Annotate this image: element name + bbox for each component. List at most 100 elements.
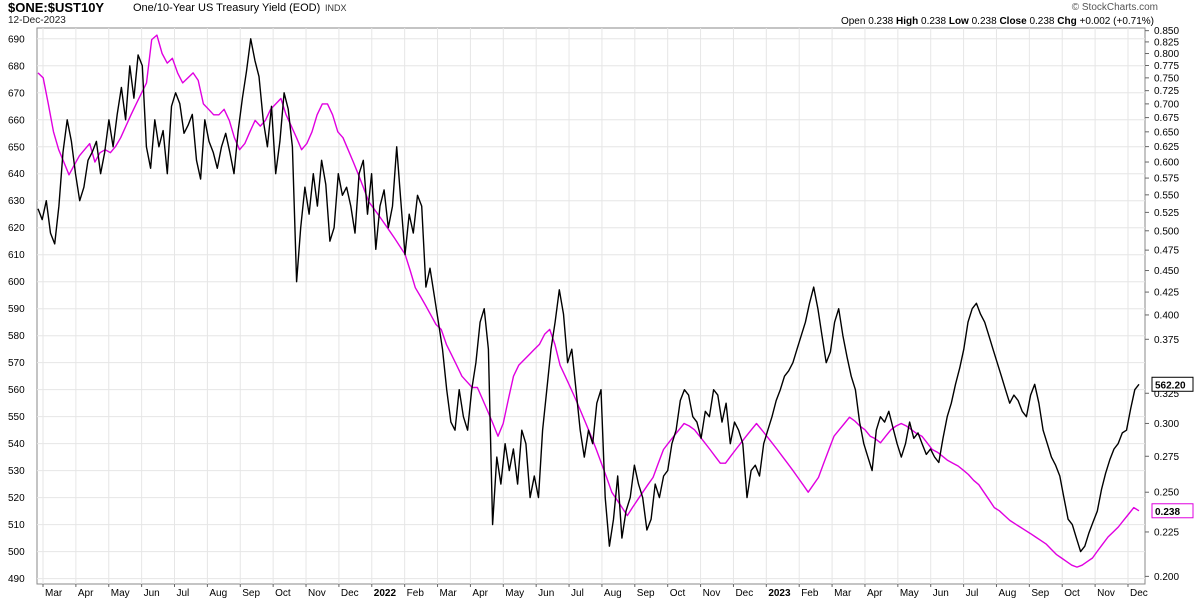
right-tick-label: 0.750 [1154,73,1179,84]
right-tick-label: 0.225 [1154,527,1179,538]
right-axis: 0.200 0.225 0.250 0.275 0.300 0.325 0.375 0.400… [1145,26,1179,583]
x-tick-label: Oct [1064,588,1080,599]
left-tick-label: 510 [8,520,25,531]
right-tick-label: 0.575 [1154,174,1179,185]
last-value-labels: 562.20 0.238 [1151,376,1194,519]
x-tick-label: May [900,588,919,599]
left-tick-label: 560 [8,385,25,396]
x-tick-label: Jun [144,588,160,599]
left-tick-label: 670 [8,88,25,99]
chg-label: Chg [1057,16,1077,27]
left-tick-label: 690 [8,34,25,45]
right-tick-label: 0.775 [1154,61,1179,72]
close-label: Close [999,16,1027,27]
x-tick-label: Mar [440,588,458,599]
x-tick-label: Jun [933,588,949,599]
left-tick-label: 620 [8,223,25,234]
x-tick-label: Apr [867,588,883,599]
left-tick-label: 550 [8,412,25,423]
x-tick-label: Sep [637,588,655,599]
x-tick-label: Aug [604,588,622,599]
right-tick-label: 0.325 [1154,389,1179,400]
left-tick-label: 590 [8,304,25,315]
x-tick-label: May [505,588,524,599]
x-tick-label: Jul [966,588,979,599]
right-tick-label: 0.675 [1154,113,1179,124]
x-tick-label: Feb [407,588,425,599]
x-tick-label: Mar [45,588,63,599]
right-tick-label: 0.825 [1154,37,1179,48]
symbol-label: $ONE:$UST10Y [8,0,105,15]
right-tick-label: 0.375 [1154,335,1179,346]
gridlines [37,28,1145,584]
open-value: 0.238 [868,16,894,27]
left-tick-label: 680 [8,61,25,72]
x-tick-label: Nov [308,588,326,599]
right-tick-label: 0.500 [1154,226,1179,237]
right-tick-label: 0.425 [1154,288,1179,299]
right-tick-label: 0.400 [1154,310,1179,321]
last-ratio-label: 562.20 [1151,376,1194,392]
left-tick-label: 530 [8,466,25,477]
chg-value: +0.002 (+0.71%) [1079,16,1155,27]
low-label: Low [948,16,969,27]
x-tick-label: Sep [242,588,260,599]
left-tick-label: 610 [8,250,25,261]
left-tick-label: 490 [8,574,25,585]
left-tick-label: 660 [8,115,25,126]
x-tick-label: Aug [209,588,227,599]
right-tick-label: 0.300 [1154,419,1179,430]
left-tick-label: 580 [8,331,25,342]
left-tick-label: 600 [8,277,25,288]
ohlc-readout: Open 0.238 High 0.238 Low 0.238 Close 0.… [841,16,1154,27]
left-tick-label: 540 [8,439,25,450]
open-label: Open [840,16,866,27]
left-tick-label: 630 [8,196,25,207]
left-tick-label: 650 [8,142,25,153]
right-tick-label: 0.525 [1154,208,1179,219]
left-tick-label: 500 [8,547,25,558]
right-tick-label: 0.550 [1154,190,1179,201]
x-tick-label: Nov [1097,588,1115,599]
right-tick-label: 0.250 [1154,488,1179,499]
x-tick-label: Dec [1130,588,1148,599]
x-tick-label: Jun [538,588,554,599]
chart-description: One/10-Year US Treasury Yield (EOD) [133,2,321,14]
right-tick-label: 0.650 [1154,127,1179,138]
right-tick-label: 0.700 [1154,99,1179,110]
plot-frame [36,27,1146,585]
series-layer [37,34,1140,568]
ratio-series-line [37,38,1140,553]
right-tick-label: 0.725 [1154,86,1179,97]
x-tick-label: 2022 [374,588,397,599]
high-value: 0.238 [921,16,947,27]
x-tick-label: Sep [1031,588,1049,599]
x-tick-label: 2023 [768,588,791,599]
x-tick-label: Dec [735,588,753,599]
x-tick-label: Jul [177,588,190,599]
svg-text:0.238: 0.238 [1155,507,1180,518]
x-axis: Mar Apr May Jun Jul Aug Sep Oct Nov Dec 2022 Feb Mar… [42,584,1148,599]
x-tick-label: Jul [571,588,584,599]
right-tick-label: 0.275 [1154,452,1179,463]
right-tick-label: 0.475 [1154,246,1179,257]
x-tick-label: May [111,588,130,599]
svg-text:562.20: 562.20 [1155,380,1186,391]
x-tick-label: Oct [670,588,686,599]
right-tick-label: 0.200 [1154,572,1179,583]
low-value: 0.238 [971,16,997,27]
x-tick-label: Mar [834,588,852,599]
x-tick-label: Apr [78,588,94,599]
date-label: 12-Dec-2023 [8,15,66,26]
x-tick-label: Feb [801,588,819,599]
x-tick-label: Aug [998,588,1016,599]
exchange-label: INDX [325,3,347,13]
high-label: High [896,16,919,27]
right-tick-label: 0.625 [1154,142,1179,153]
x-tick-label: Oct [275,588,291,599]
credit-label: © StockCharts.com [1071,2,1158,13]
x-tick-label: Apr [472,588,488,599]
right-tick-label: 0.600 [1154,158,1179,169]
